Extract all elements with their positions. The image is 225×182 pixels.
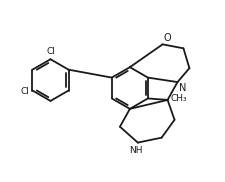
Text: Cl: Cl — [46, 47, 55, 56]
Text: O: O — [163, 33, 171, 43]
Text: Cl: Cl — [20, 87, 29, 96]
Text: CH₃: CH₃ — [170, 94, 186, 103]
Text: N: N — [179, 83, 186, 93]
Text: NH: NH — [128, 146, 142, 155]
